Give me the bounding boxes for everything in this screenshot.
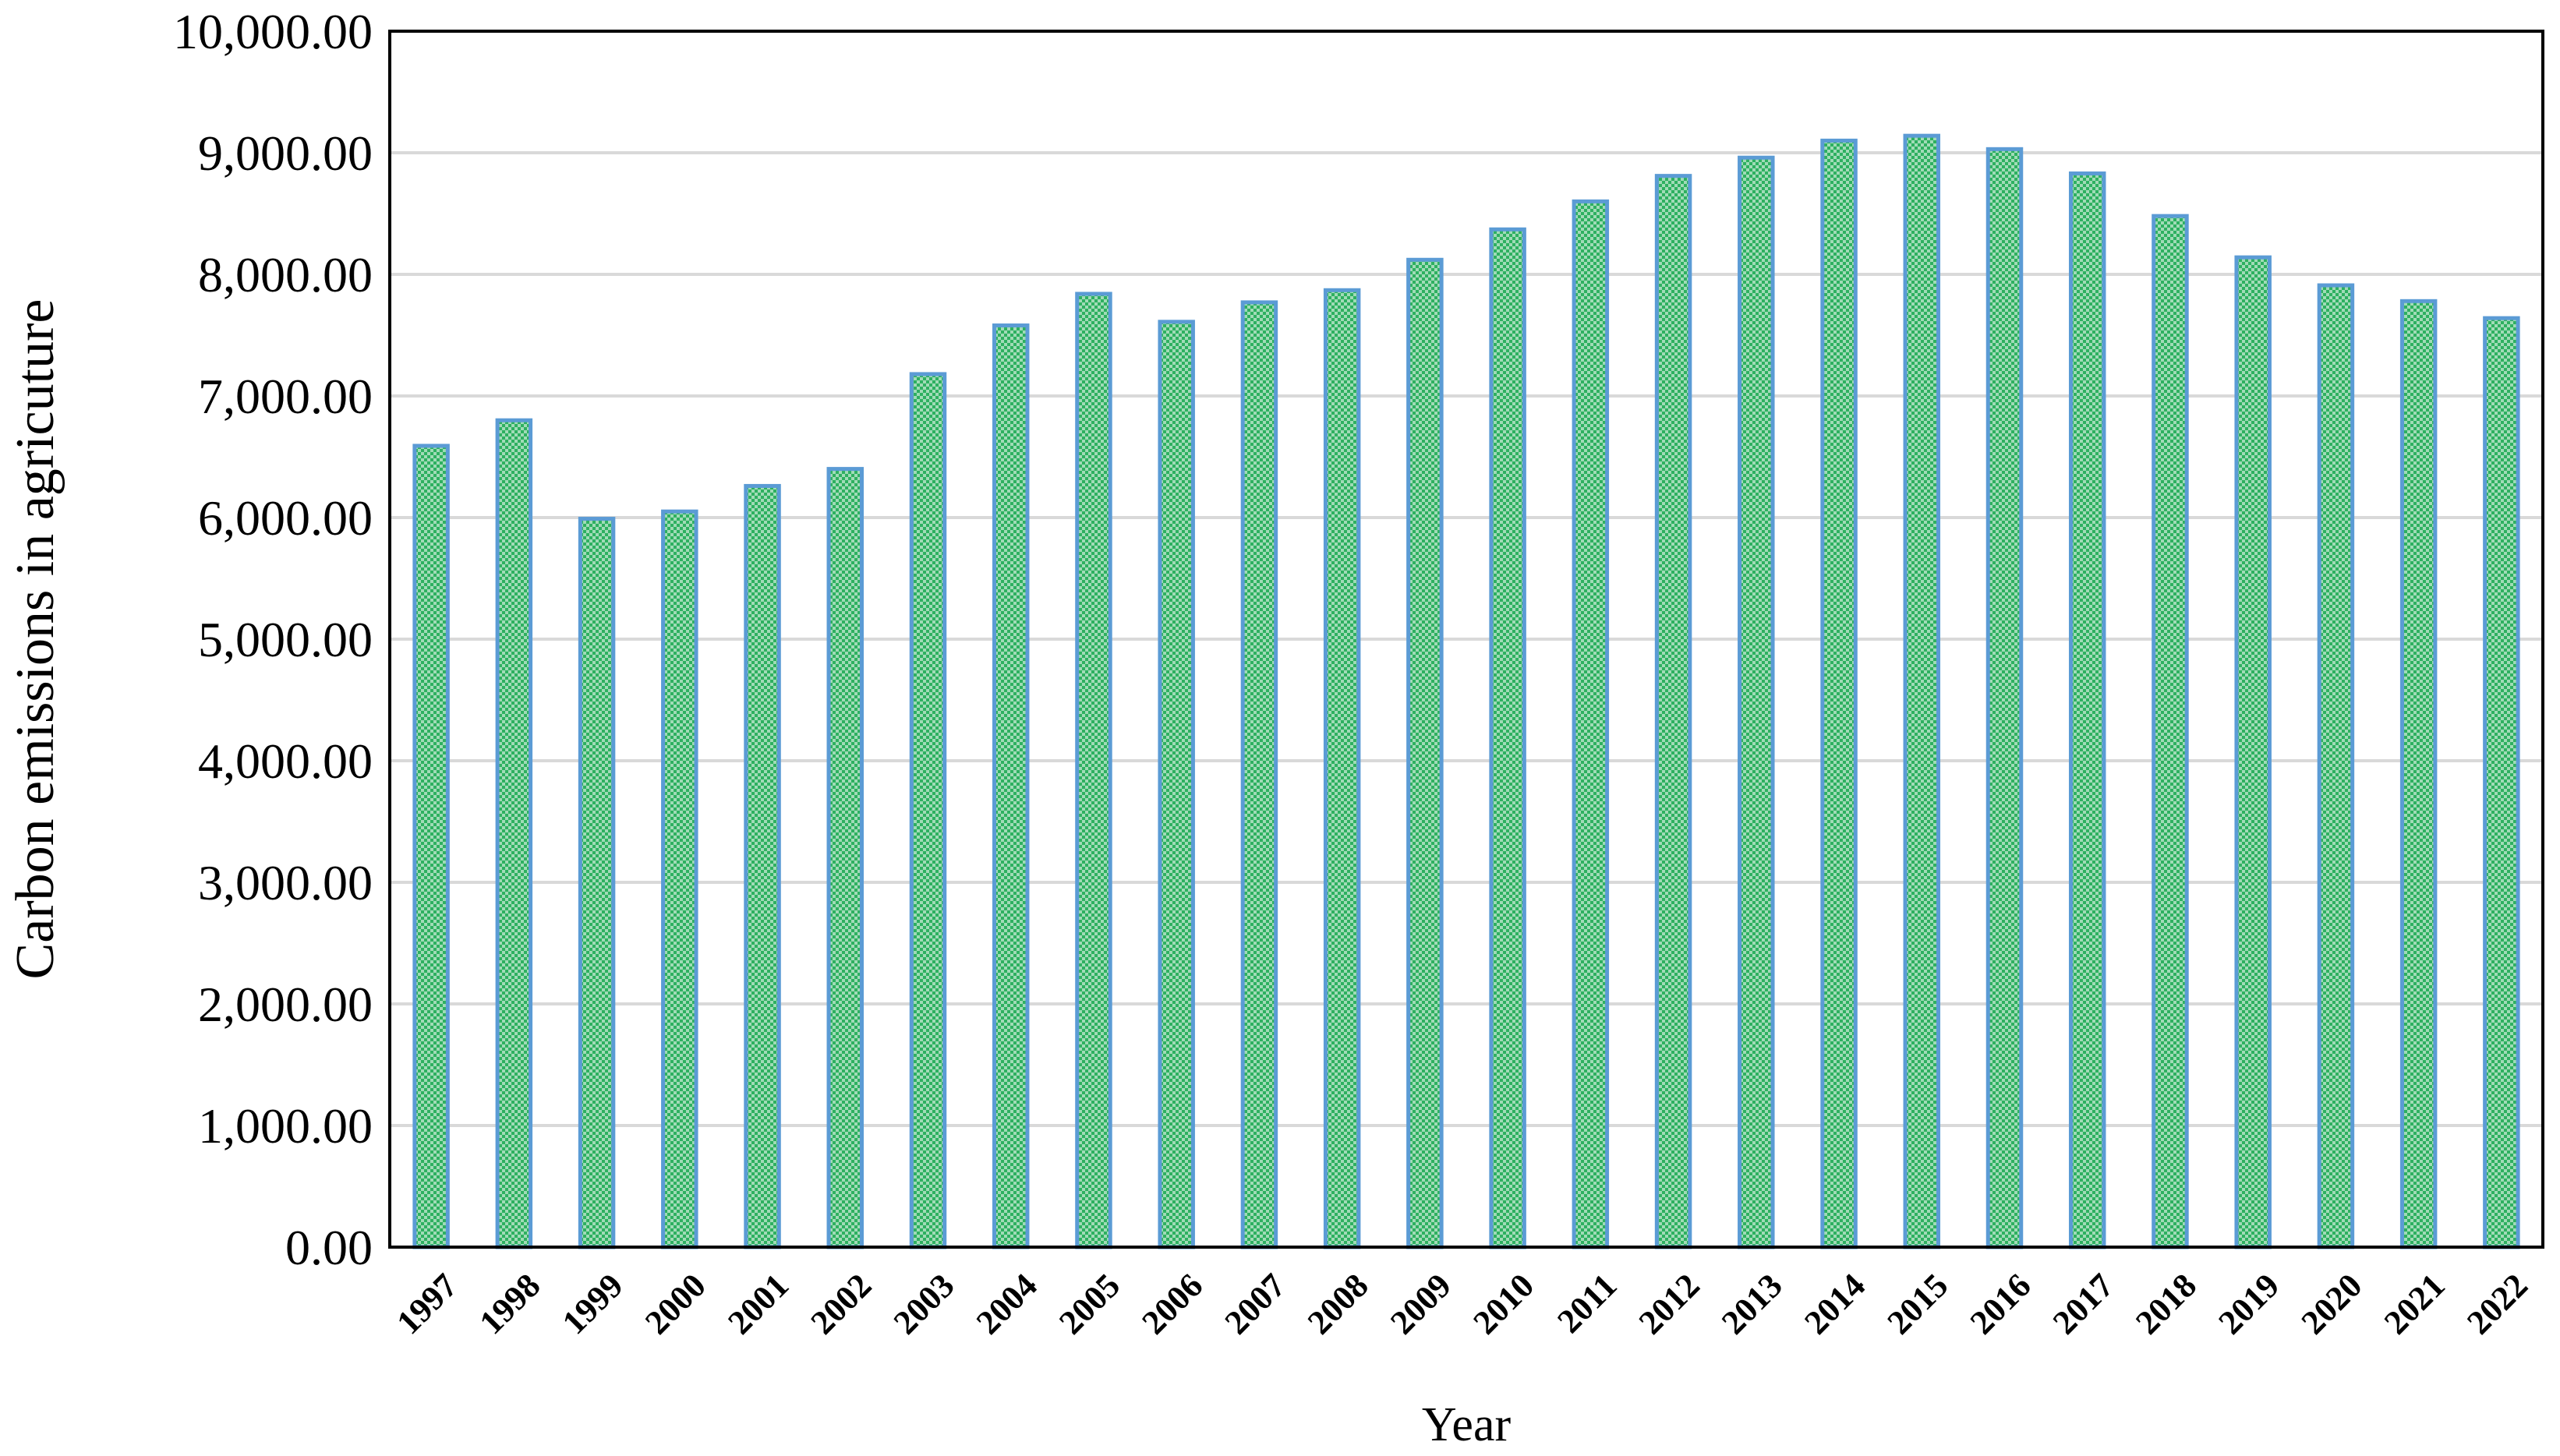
y-tick-label: 2,000.00 [198, 977, 373, 1032]
bar-2011 [1572, 199, 1610, 1249]
bar-2018 [2152, 214, 2189, 1249]
bar-2020 [2317, 283, 2355, 1249]
x-tick-label: 2001 [720, 1266, 796, 1341]
bar-1998 [495, 418, 533, 1249]
bar-2004 [992, 323, 1030, 1249]
bar-2014 [1820, 138, 1858, 1249]
x-tick-label: 2004 [969, 1266, 1045, 1341]
x-tick-label: 2011 [1550, 1266, 1624, 1340]
bar-2001 [744, 483, 781, 1249]
bar-2013 [1738, 155, 1775, 1249]
bar-2022 [2483, 316, 2520, 1249]
x-tick-label: 2019 [2211, 1266, 2286, 1341]
y-tick-label: 7,000.00 [198, 369, 373, 424]
x-axis-title: Year [1422, 1398, 1512, 1451]
x-tick-label: 2006 [1134, 1266, 1210, 1341]
x-tick-label: 2021 [2377, 1266, 2452, 1341]
y-tick-label: 10,000.00 [173, 4, 373, 59]
bar-1999 [578, 517, 616, 1249]
x-tick-label: 2009 [1383, 1266, 1459, 1341]
x-axis-ticks: 1997 1998 1999 2000 2001 2002 2003 2004 2005 2006… [389, 1266, 2535, 1341]
x-tick-label: 2002 [804, 1266, 879, 1341]
x-tick-label: 2015 [1880, 1266, 1956, 1341]
x-tick-label: 2022 [2459, 1266, 2535, 1341]
bar-2005 [1075, 292, 1112, 1249]
x-tick-label: 2010 [1466, 1266, 1541, 1341]
x-tick-label: 2012 [1632, 1266, 1707, 1341]
x-tick-label: 2007 [1218, 1266, 1293, 1341]
bar-1997 [412, 444, 450, 1249]
y-tick-label: 4,000.00 [198, 733, 373, 789]
x-tick-label: 2000 [638, 1266, 713, 1341]
y-axis-title: Carbon emissions in agricuture [5, 299, 65, 980]
y-tick-label: 0.00 [285, 1220, 373, 1275]
y-tick-label: 9,000.00 [198, 125, 373, 181]
x-tick-label: 2020 [2294, 1266, 2370, 1341]
bar-2016 [1985, 147, 2024, 1249]
bar-2003 [909, 372, 947, 1249]
x-tick-label: 2014 [1797, 1266, 1872, 1341]
bar-2021 [2399, 299, 2438, 1249]
y-tick-label: 6,000.00 [198, 490, 373, 546]
x-tick-label: 2013 [1714, 1266, 1790, 1341]
bar-2009 [1406, 257, 1444, 1249]
y-axis-ticks: 0.00 1,000.00 2,000.00 3,000.00 4,000.00 5,00… [173, 4, 373, 1275]
y-tick-label: 3,000.00 [198, 855, 373, 910]
x-tick-label: 2017 [2046, 1266, 2121, 1341]
bar-2019 [2234, 255, 2272, 1249]
bar-2002 [826, 467, 865, 1249]
bar-2010 [1489, 227, 1526, 1249]
bar-2017 [2068, 171, 2106, 1249]
bar-2006 [1158, 320, 1195, 1249]
x-tick-label: 1997 [389, 1266, 465, 1341]
x-tick-label: 2003 [886, 1266, 962, 1341]
plot-frame [388, 30, 2544, 1249]
y-tick-label: 1,000.00 [198, 1098, 373, 1154]
x-tick-label: 1999 [555, 1266, 631, 1341]
bar-2007 [1240, 300, 1278, 1249]
x-tick-label: 1998 [472, 1266, 548, 1341]
bar-2015 [1903, 133, 1941, 1249]
x-tick-label: 2005 [1052, 1266, 1127, 1341]
bars [412, 133, 2520, 1249]
bar-2012 [1654, 174, 1692, 1249]
bar-2008 [1323, 288, 1361, 1249]
x-tick-label: 2018 [2128, 1266, 2204, 1341]
y-tick-label: 8,000.00 [198, 247, 373, 302]
y-tick-label: 5,000.00 [198, 612, 373, 667]
bar-2000 [661, 509, 698, 1249]
gridlines [390, 151, 2543, 1127]
x-tick-label: 2008 [1300, 1266, 1376, 1341]
x-tick-label: 2016 [1963, 1266, 2038, 1341]
